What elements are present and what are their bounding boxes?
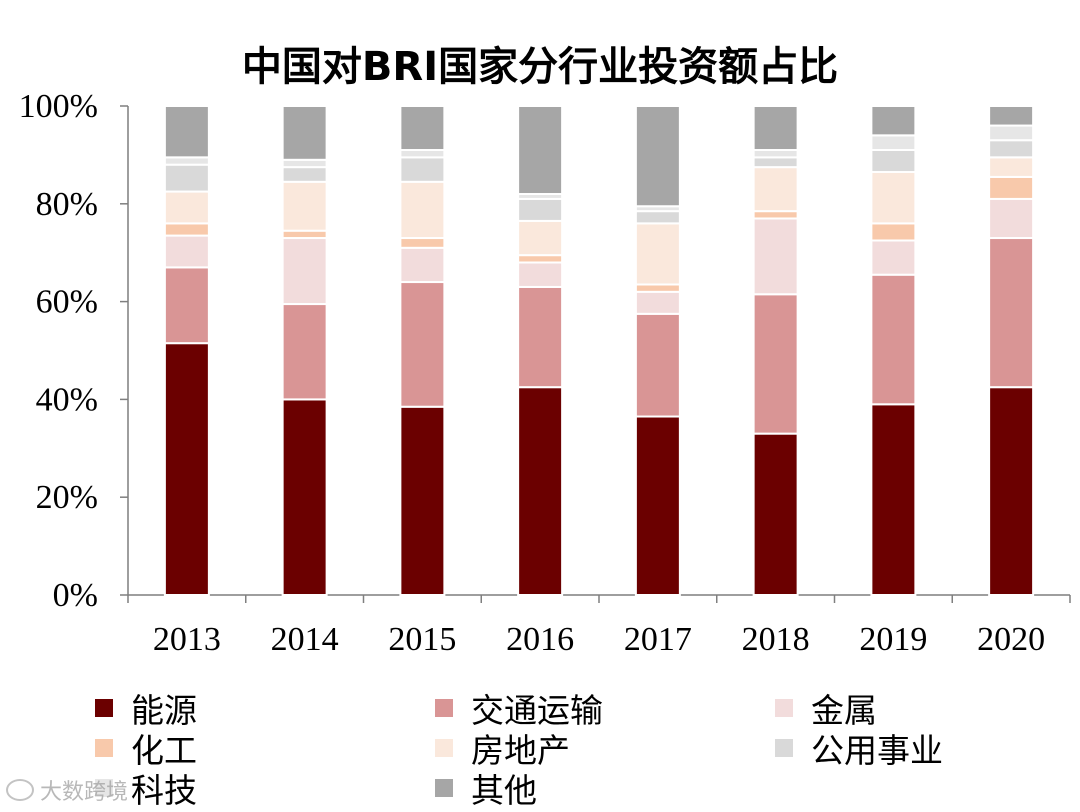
bar-segment-2015-0 xyxy=(399,405,446,596)
x-tick-label: 2013 xyxy=(153,621,221,658)
bar-segment-2015-2 xyxy=(399,246,446,284)
bar-segment-2017-7 xyxy=(634,105,681,208)
bar-segment-2019-0 xyxy=(870,403,917,597)
y-tick-label: 80% xyxy=(36,186,98,223)
bar-segment-2014-4 xyxy=(281,180,328,232)
bar-segment-2018-7 xyxy=(752,105,799,152)
bar-segment-2014-5 xyxy=(281,166,328,183)
bar-segment-2019-4 xyxy=(870,171,917,225)
x-tick-label: 2019 xyxy=(859,621,927,658)
bar-segment-2016-2 xyxy=(517,261,564,288)
bar-segment-2018-4 xyxy=(752,166,799,213)
bar-segment-2014-7 xyxy=(281,105,328,161)
watermark-text: 大数跨境 xyxy=(40,780,129,805)
bar-segment-2014-2 xyxy=(281,237,328,306)
bar-segment-2020-0 xyxy=(988,386,1035,596)
bar-segment-2013-6 xyxy=(163,156,210,166)
bar-segment-2017-3 xyxy=(634,283,681,293)
bar-segment-2014-1 xyxy=(281,303,328,401)
bar-segment-2016-0 xyxy=(517,386,564,596)
bar-segment-2018-3 xyxy=(752,210,799,220)
bars xyxy=(163,105,1035,597)
bar-segment-2019-5 xyxy=(870,149,917,174)
bar-segment-2013-4 xyxy=(163,190,210,225)
x-tick-label: 2016 xyxy=(506,621,574,658)
bar-segment-2013-1 xyxy=(163,266,210,345)
x-tick-label: 2017 xyxy=(624,621,692,658)
bar-segment-2018-2 xyxy=(752,217,799,296)
bar-segment-2020-5 xyxy=(988,139,1035,159)
bar-segment-2015-6 xyxy=(399,149,446,159)
bar-segment-2020-4 xyxy=(988,156,1035,178)
watermark: 大数跨境 xyxy=(6,774,128,806)
bar-segment-2013-3 xyxy=(163,222,210,237)
bar-segment-2018-6 xyxy=(752,149,799,159)
bar-segment-2020-1 xyxy=(988,237,1035,389)
bar-segment-2016-7 xyxy=(517,105,564,196)
x-tick-label: 2014 xyxy=(271,621,339,658)
watermark-logo-icon xyxy=(6,779,34,801)
bar-segment-2013-5 xyxy=(163,163,210,193)
y-tick-label: 20% xyxy=(36,479,98,516)
bar-segment-2013-0 xyxy=(163,342,210,597)
bar-segment-2013-7 xyxy=(163,105,210,159)
bar-segment-2014-3 xyxy=(281,229,328,240)
bar-segment-2019-6 xyxy=(870,134,917,152)
y-tick-label: 100% xyxy=(19,88,98,125)
bar-segment-2019-2 xyxy=(870,239,917,276)
bar-segment-2019-1 xyxy=(870,273,917,406)
bar-segment-2017-5 xyxy=(634,210,681,225)
x-axis: 2013 2014 2015 2016 2017 2018 2019 2020 xyxy=(127,594,1071,658)
bar-segment-2017-2 xyxy=(634,290,681,315)
bar-segment-2016-1 xyxy=(517,285,564,389)
bar-segment-2015-4 xyxy=(399,180,446,240)
bar-segment-2017-4 xyxy=(634,222,681,286)
bar-segment-2019-7 xyxy=(870,105,917,137)
bar-segment-2016-3 xyxy=(517,254,564,264)
y-tick-label: 40% xyxy=(36,381,98,418)
x-tick-label: 2015 xyxy=(388,621,456,658)
bar-segment-2018-5 xyxy=(752,156,799,169)
bar-segment-2013-2 xyxy=(163,234,210,269)
bar-segment-2015-5 xyxy=(399,156,446,183)
bar-segment-2015-7 xyxy=(399,105,446,152)
bar-segment-2019-3 xyxy=(870,222,917,242)
bar-segment-2015-3 xyxy=(399,237,446,249)
bar-segment-2018-0 xyxy=(752,432,799,596)
chart-title: 中国对BRI国家分行业投资额占比 xyxy=(242,44,838,90)
bar-segment-2014-6 xyxy=(281,158,328,169)
bar-segment-2018-1 xyxy=(752,293,799,435)
bar-segment-2014-0 xyxy=(281,398,328,596)
bar-segment-2020-2 xyxy=(988,197,1035,240)
x-tick-label: 2018 xyxy=(742,621,810,658)
bar-segment-2020-6 xyxy=(988,124,1035,142)
y-tick-label: 0% xyxy=(53,577,98,614)
bar-segment-2020-3 xyxy=(988,175,1035,200)
bar-segment-2017-0 xyxy=(634,415,681,597)
x-tick-label: 2020 xyxy=(977,621,1045,658)
bar-segment-2016-5 xyxy=(517,197,564,222)
bar-segment-2020-7 xyxy=(988,105,1035,127)
bar-segment-2017-1 xyxy=(634,312,681,418)
y-tick-label: 60% xyxy=(36,284,98,321)
bar-segment-2015-1 xyxy=(399,281,446,408)
bar-segment-2016-4 xyxy=(517,219,564,257)
y-axis: 0% 20% 40% 60% 80% 100% xyxy=(19,88,129,614)
